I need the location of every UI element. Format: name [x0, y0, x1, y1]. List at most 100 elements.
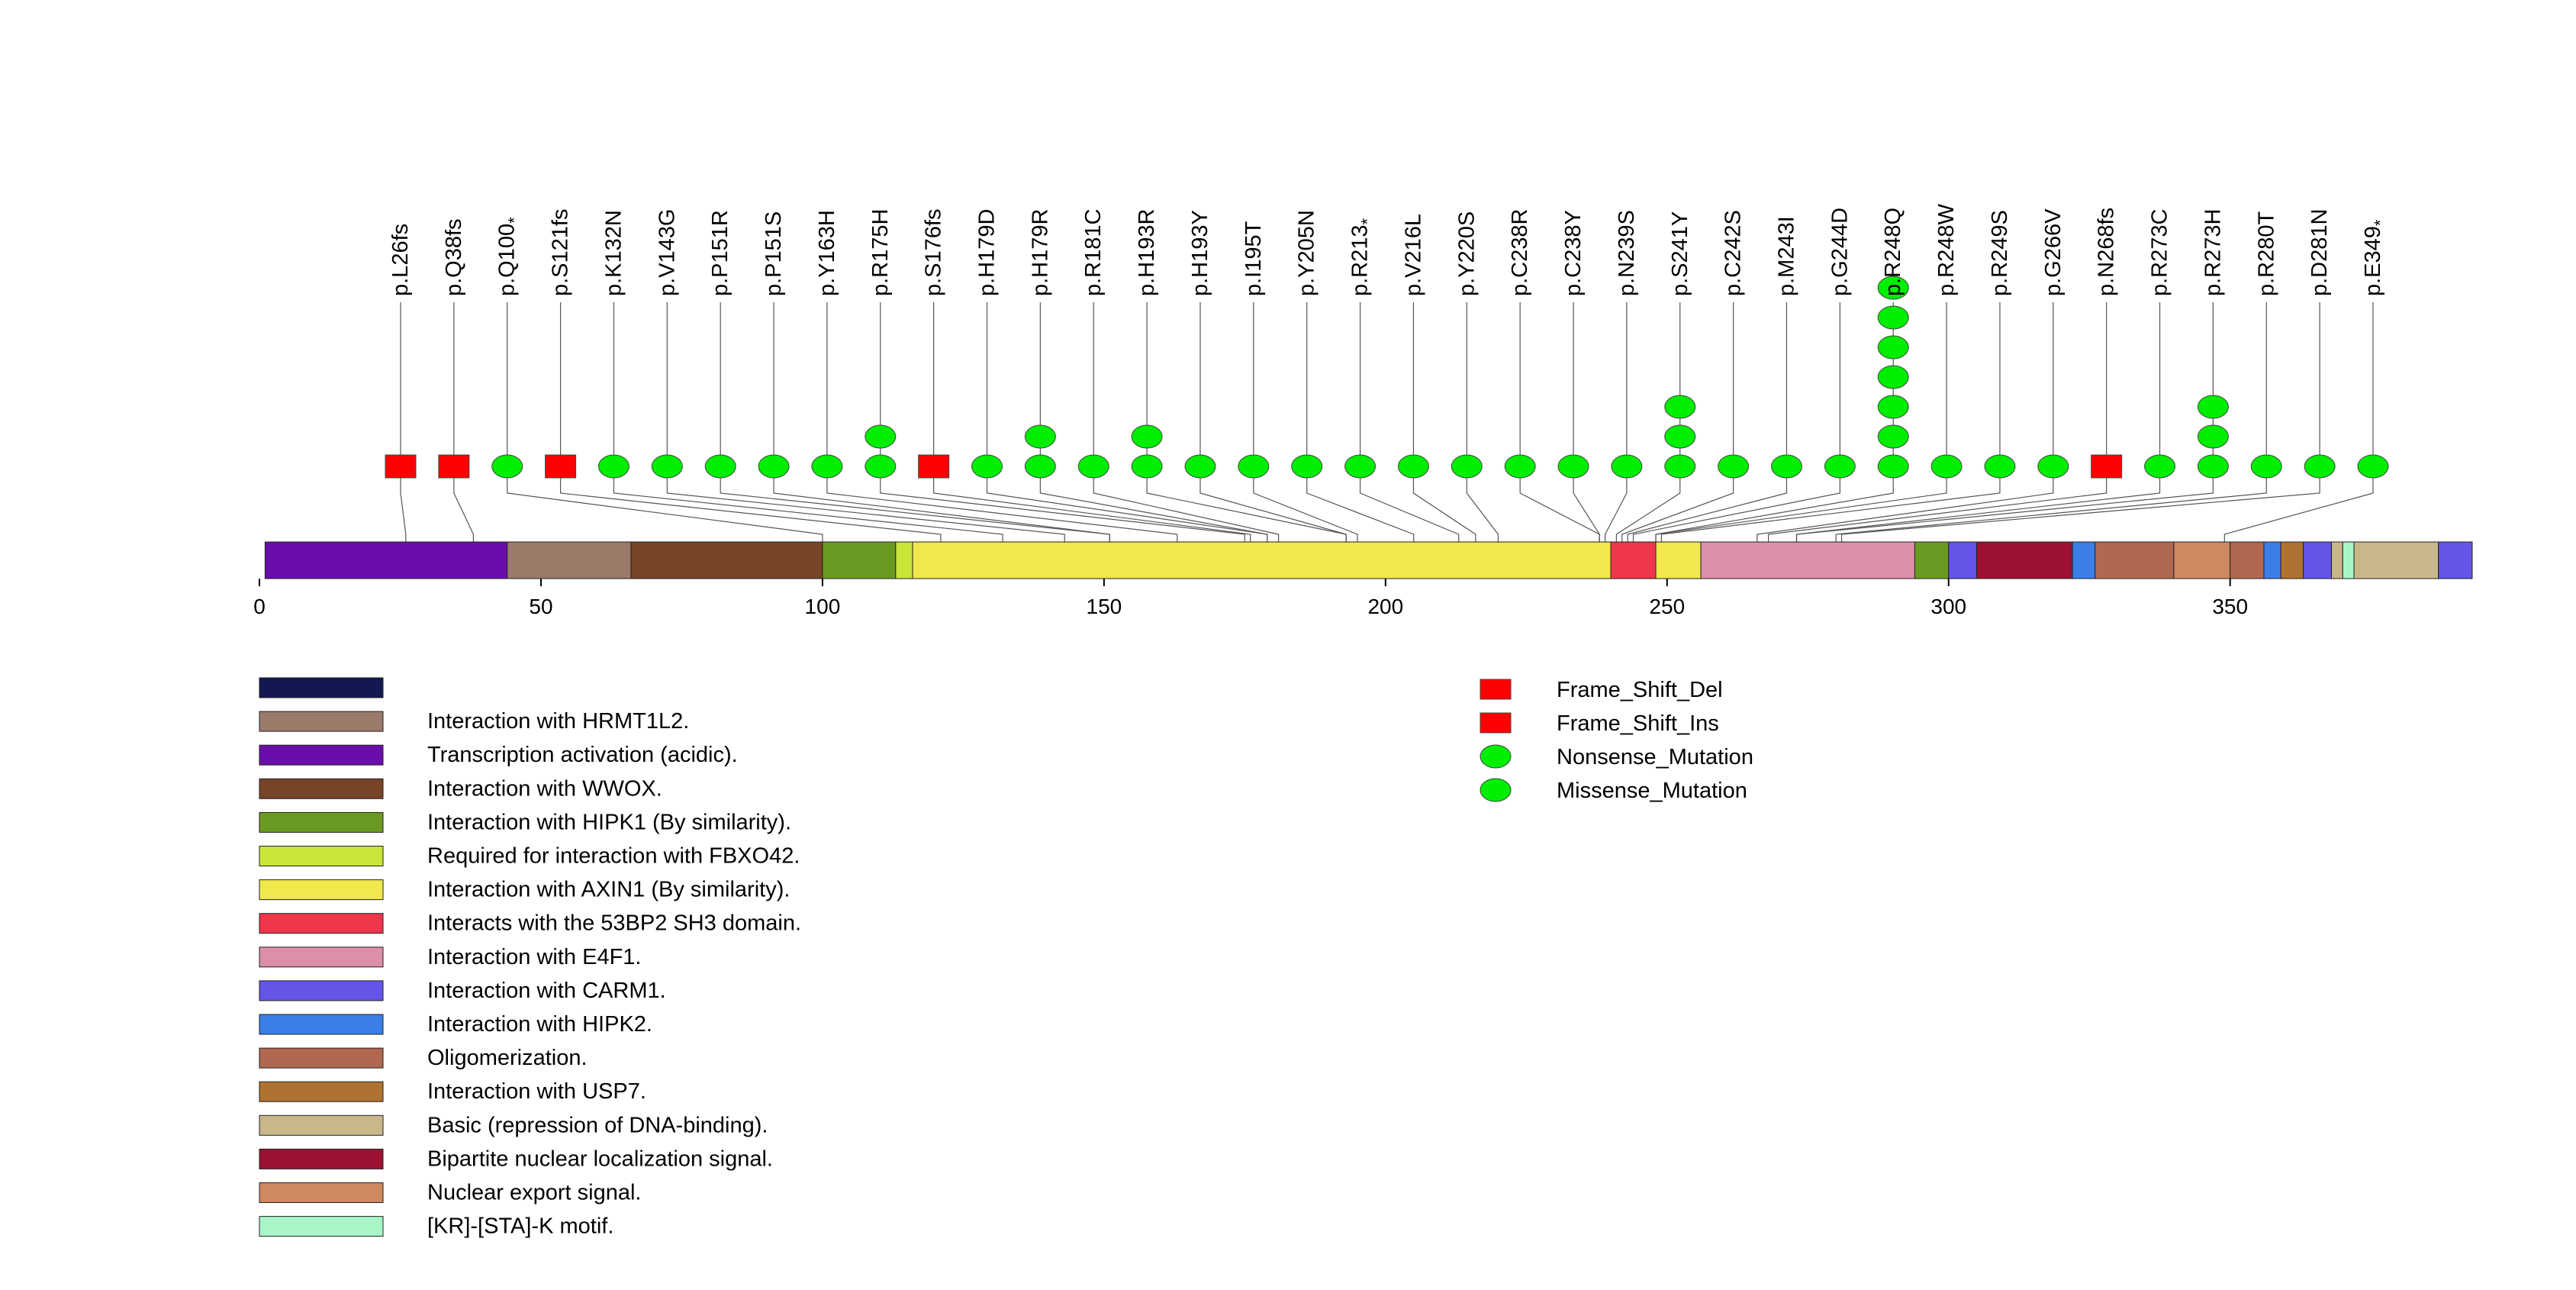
legend-label: Bipartite nuclear localization signal. [427, 1146, 773, 1171]
mutation-label: p.R248W [1934, 203, 1959, 296]
mutation-marker [1877, 335, 1909, 360]
mutation-marker [1131, 454, 1163, 479]
mutation-marker [1397, 454, 1429, 479]
mutation-label: p.Y220S [1454, 211, 1479, 296]
legend-label: Interaction with HIPK1 (By similarity). [427, 810, 791, 834]
mutation-marker [1184, 454, 1216, 479]
mutation-label: p.R175H [868, 209, 893, 296]
legend-square-marker [1480, 712, 1512, 734]
mutation-label: p.N239S [1615, 210, 1639, 296]
mutation-type-legend: Frame_Shift_Del Frame_Shift_Ins Nonsense_M… [1480, 678, 1753, 803]
x-axis: 0 50 100 150 200 250 300 350 [253, 579, 2248, 618]
legend-label: Interaction with AXIN1 (By similarity). [427, 878, 790, 902]
mutation-marker [1024, 424, 1056, 449]
axis-tick-label: 50 [529, 595, 552, 618]
mutation-label: p.P151R [708, 210, 733, 296]
mutation-marker [1664, 454, 1696, 479]
mutation-label: p.N268fs [2095, 208, 2119, 296]
mutation-marker [597, 454, 630, 479]
mutation-label: p.R280T [2254, 211, 2278, 296]
mutation-label: p.V216L [1401, 214, 1425, 296]
mutation-marker [1930, 454, 1963, 479]
mutation-marker [1611, 454, 1643, 479]
axis-tick-label: 350 [2212, 595, 2248, 618]
legend-swatch [259, 980, 384, 1001]
domain-segment [1610, 541, 1657, 579]
mutation-marker [2197, 395, 2229, 419]
mutation-label: p.S121fs [549, 209, 573, 296]
legend-label: Basic (repression of DNA-binding). [427, 1113, 768, 1137]
mutation-label: p.Y205N [1295, 210, 1319, 296]
legend-swatch [259, 1114, 384, 1136]
mutation-marker [2197, 454, 2229, 479]
frameshift-marker [438, 454, 470, 479]
mutation-marker [651, 454, 683, 479]
mutation-label: p.H193Y [1188, 210, 1212, 296]
legend-swatch [259, 744, 384, 766]
domain-segment [1700, 541, 1915, 579]
legend-swatch [259, 1047, 384, 1069]
legend-label: Required for interaction with FBXO42. [427, 844, 800, 869]
domain-segment [2173, 541, 2231, 579]
mutation-label: p.H193R [1135, 209, 1159, 296]
legend-swatch [259, 846, 384, 866]
mutation-marker [758, 454, 790, 479]
domain-segment [1655, 541, 1702, 579]
legend-swatch [259, 879, 384, 901]
mutation-label: p.M243I [1774, 216, 1798, 296]
mutation-marker [2197, 424, 2229, 449]
mutation-label: p.E349* [2361, 219, 2390, 296]
legend-square-marker [1480, 679, 1512, 700]
mutation-marker [2250, 454, 2282, 479]
axis-tick-label: 200 [1367, 595, 1403, 618]
legend-label: Interaction with USP7. [427, 1079, 646, 1104]
mutation-label: p.Q38fs [442, 218, 466, 296]
mutation-marker [2144, 454, 2176, 479]
mutation-marker [1664, 395, 1696, 419]
legend-label: [KR]-[STA]-K motif. [427, 1214, 613, 1239]
mutation-marker [1877, 305, 1909, 330]
nonsense-star: * [2371, 219, 2390, 226]
mutation-marker [2304, 454, 2336, 479]
mutation-marker [1984, 454, 2016, 479]
legend-label: Missense_Mutation [1557, 779, 1747, 803]
legend-swatch [259, 811, 384, 833]
mutation-label: p.G266V [2041, 208, 2066, 296]
nonsense-star: * [1358, 218, 1377, 224]
axis-tick-label: 100 [805, 595, 841, 618]
mutation-marker [1664, 424, 1696, 449]
domain-segment [2280, 541, 2304, 579]
legend-swatch [259, 778, 384, 799]
mutation-marker [865, 454, 897, 479]
axis-tick-label: 250 [1649, 595, 1685, 618]
legend-swatch [259, 947, 384, 968]
mutation-marker [1344, 454, 1377, 479]
legend-swatch [259, 1014, 384, 1035]
legend-swatch [259, 913, 384, 934]
legend-label: Frame_Shift_Del [1557, 678, 1723, 702]
legend-swatch [259, 677, 384, 698]
mutation-marker [1077, 454, 1109, 479]
mutation-marker [1877, 276, 1909, 300]
mutation-marker [1451, 454, 1483, 479]
mutation-label: p.H179D [975, 209, 1000, 296]
legend-swatch [259, 1081, 384, 1102]
connector-lines [400, 302, 2374, 579]
mutation-label: p.G244D [1827, 208, 1852, 296]
domain-segment [2303, 541, 2333, 579]
axis-tick-label: 0 [253, 595, 266, 618]
domain-legend: Interaction with HRMT1L2. Transcription a… [259, 677, 801, 1239]
mutation-marker [1024, 454, 1056, 479]
mutation-marker [1557, 454, 1589, 479]
mutation-marker [971, 454, 1003, 479]
legend-swatch [259, 1216, 384, 1237]
mutation-label: p.L26fs [388, 224, 413, 296]
axis-tick-label: 300 [1930, 595, 1966, 618]
mutation-marker [1877, 365, 1909, 389]
legend-label: Nonsense_Mutation [1557, 745, 1753, 769]
domain-segment [822, 541, 897, 579]
frameshift-marker [385, 454, 417, 479]
mutation-label: p.R181C [1081, 209, 1106, 296]
legend-label: Frame_Shift_Ins [1557, 711, 1719, 736]
domain-segment [1914, 541, 1950, 579]
